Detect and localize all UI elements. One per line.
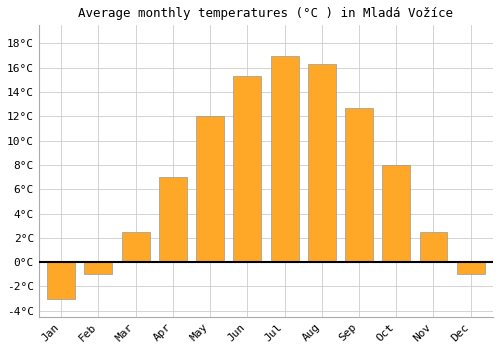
Bar bbox=[345, 108, 373, 262]
Bar bbox=[122, 232, 150, 262]
Bar bbox=[420, 232, 448, 262]
Bar bbox=[196, 117, 224, 262]
Bar bbox=[47, 262, 75, 299]
Bar bbox=[270, 56, 298, 262]
Bar bbox=[457, 262, 484, 274]
Bar bbox=[84, 262, 112, 274]
Bar bbox=[159, 177, 187, 262]
Bar bbox=[382, 165, 410, 262]
Title: Average monthly temperatures (°C ) in Mladá Vožíce: Average monthly temperatures (°C ) in Ml… bbox=[78, 7, 454, 20]
Bar bbox=[308, 64, 336, 262]
Bar bbox=[234, 76, 262, 262]
